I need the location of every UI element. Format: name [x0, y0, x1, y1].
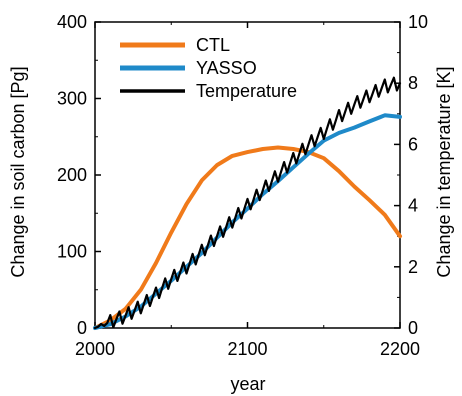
- y-right-tick-label: 6: [408, 134, 418, 154]
- y-left-tick-label: 300: [57, 89, 87, 109]
- x-tick-label: 2100: [227, 339, 267, 359]
- y-right-tick-label: 10: [408, 12, 428, 32]
- y-axis-left-title: Change in soil carbon [Pg]: [8, 66, 28, 277]
- legend-label-temperature: Temperature: [196, 81, 297, 101]
- y-left-tick-label: 0: [77, 318, 87, 338]
- y-axis-right-title: Change in temperature [K]: [434, 66, 454, 277]
- tick-labels: 0 100 200 300 400 0 2 4 6 8 10 2000 2100 2200: [57, 12, 428, 359]
- series-line-ctl: [93, 145, 402, 330]
- x-tick-label: 2200: [380, 339, 420, 359]
- legend-label-yasso: YASSO: [196, 58, 257, 78]
- legend-label-ctl: CTL: [196, 35, 230, 55]
- legend: CTL YASSO Temperature: [120, 35, 297, 101]
- x-axis-title: year: [230, 374, 265, 394]
- y-left-tick-label: 200: [57, 165, 87, 185]
- series-lines: [93, 76, 402, 330]
- series-line-temperature: [93, 76, 402, 330]
- y-right-tick-label: 8: [408, 73, 418, 93]
- x-tick-label: 2000: [75, 339, 115, 359]
- y-left-tick-label: 400: [57, 12, 87, 32]
- y-left-tick-label: 100: [57, 242, 87, 262]
- y-right-tick-label: 0: [408, 318, 418, 338]
- y-right-tick-label: 2: [408, 257, 418, 277]
- tick-marks: [94, 21, 401, 329]
- series-line-yasso: [93, 113, 402, 330]
- y-right-tick-label: 4: [408, 196, 418, 216]
